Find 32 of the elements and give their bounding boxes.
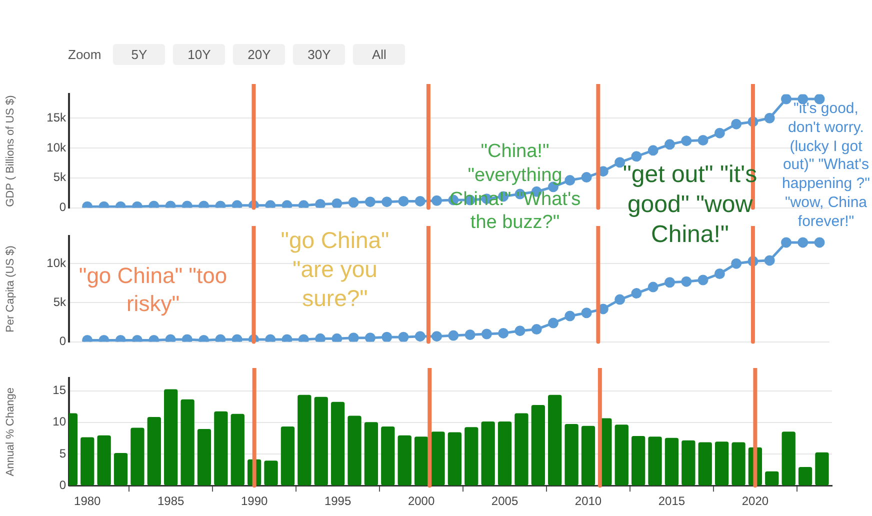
x-tick-label: 1980 bbox=[74, 494, 102, 508]
x-tick-label: 1990 bbox=[240, 494, 268, 508]
x-tick-label: 2015 bbox=[658, 494, 686, 508]
y-tick-label: 15 bbox=[52, 383, 66, 398]
y-tick-label: 5k bbox=[53, 295, 67, 309]
text: 5Y bbox=[113, 44, 166, 65]
y-tick-label: 5k bbox=[53, 170, 67, 184]
y-tick-label: 10k bbox=[46, 256, 67, 270]
y-tick-label: 10 bbox=[52, 414, 66, 429]
text: 10Y bbox=[173, 44, 226, 65]
text: 30Y bbox=[293, 44, 346, 65]
x-tick-label: 2005 bbox=[491, 494, 518, 508]
y-tick-label: 0 bbox=[59, 334, 66, 348]
x-tick-label: 1995 bbox=[324, 494, 352, 508]
annotation: "go China" "are you sure?" bbox=[280, 226, 390, 312]
x-tick-label: 1985 bbox=[157, 494, 185, 508]
x-tick-label: 2020 bbox=[742, 494, 769, 508]
annotation: "it's good, don't worry. (lucky I got out)" "What's happening ?" "wow, China forever!" bbox=[781, 100, 871, 232]
y-tick-label: 5 bbox=[59, 446, 66, 460]
x-tick-label: 2010 bbox=[574, 494, 602, 508]
text: 20Y bbox=[233, 44, 286, 65]
y-tick-label: 0 bbox=[59, 200, 66, 214]
y-axis-title: Per Capita (US $) bbox=[4, 246, 17, 332]
y-axis-title: Annual % Change bbox=[4, 388, 17, 476]
text: Zoom bbox=[68, 47, 102, 62]
y-tick-label: 15k bbox=[46, 110, 67, 124]
y-tick-label: 0 bbox=[59, 478, 66, 492]
y-axis-title: GDP ( Billions of US $) bbox=[4, 95, 17, 207]
annotation: "go China" "too risky" bbox=[78, 262, 228, 317]
text: All bbox=[353, 44, 406, 65]
y-tick-label: 10k bbox=[46, 140, 67, 154]
x-tick-label: 2000 bbox=[408, 494, 435, 508]
